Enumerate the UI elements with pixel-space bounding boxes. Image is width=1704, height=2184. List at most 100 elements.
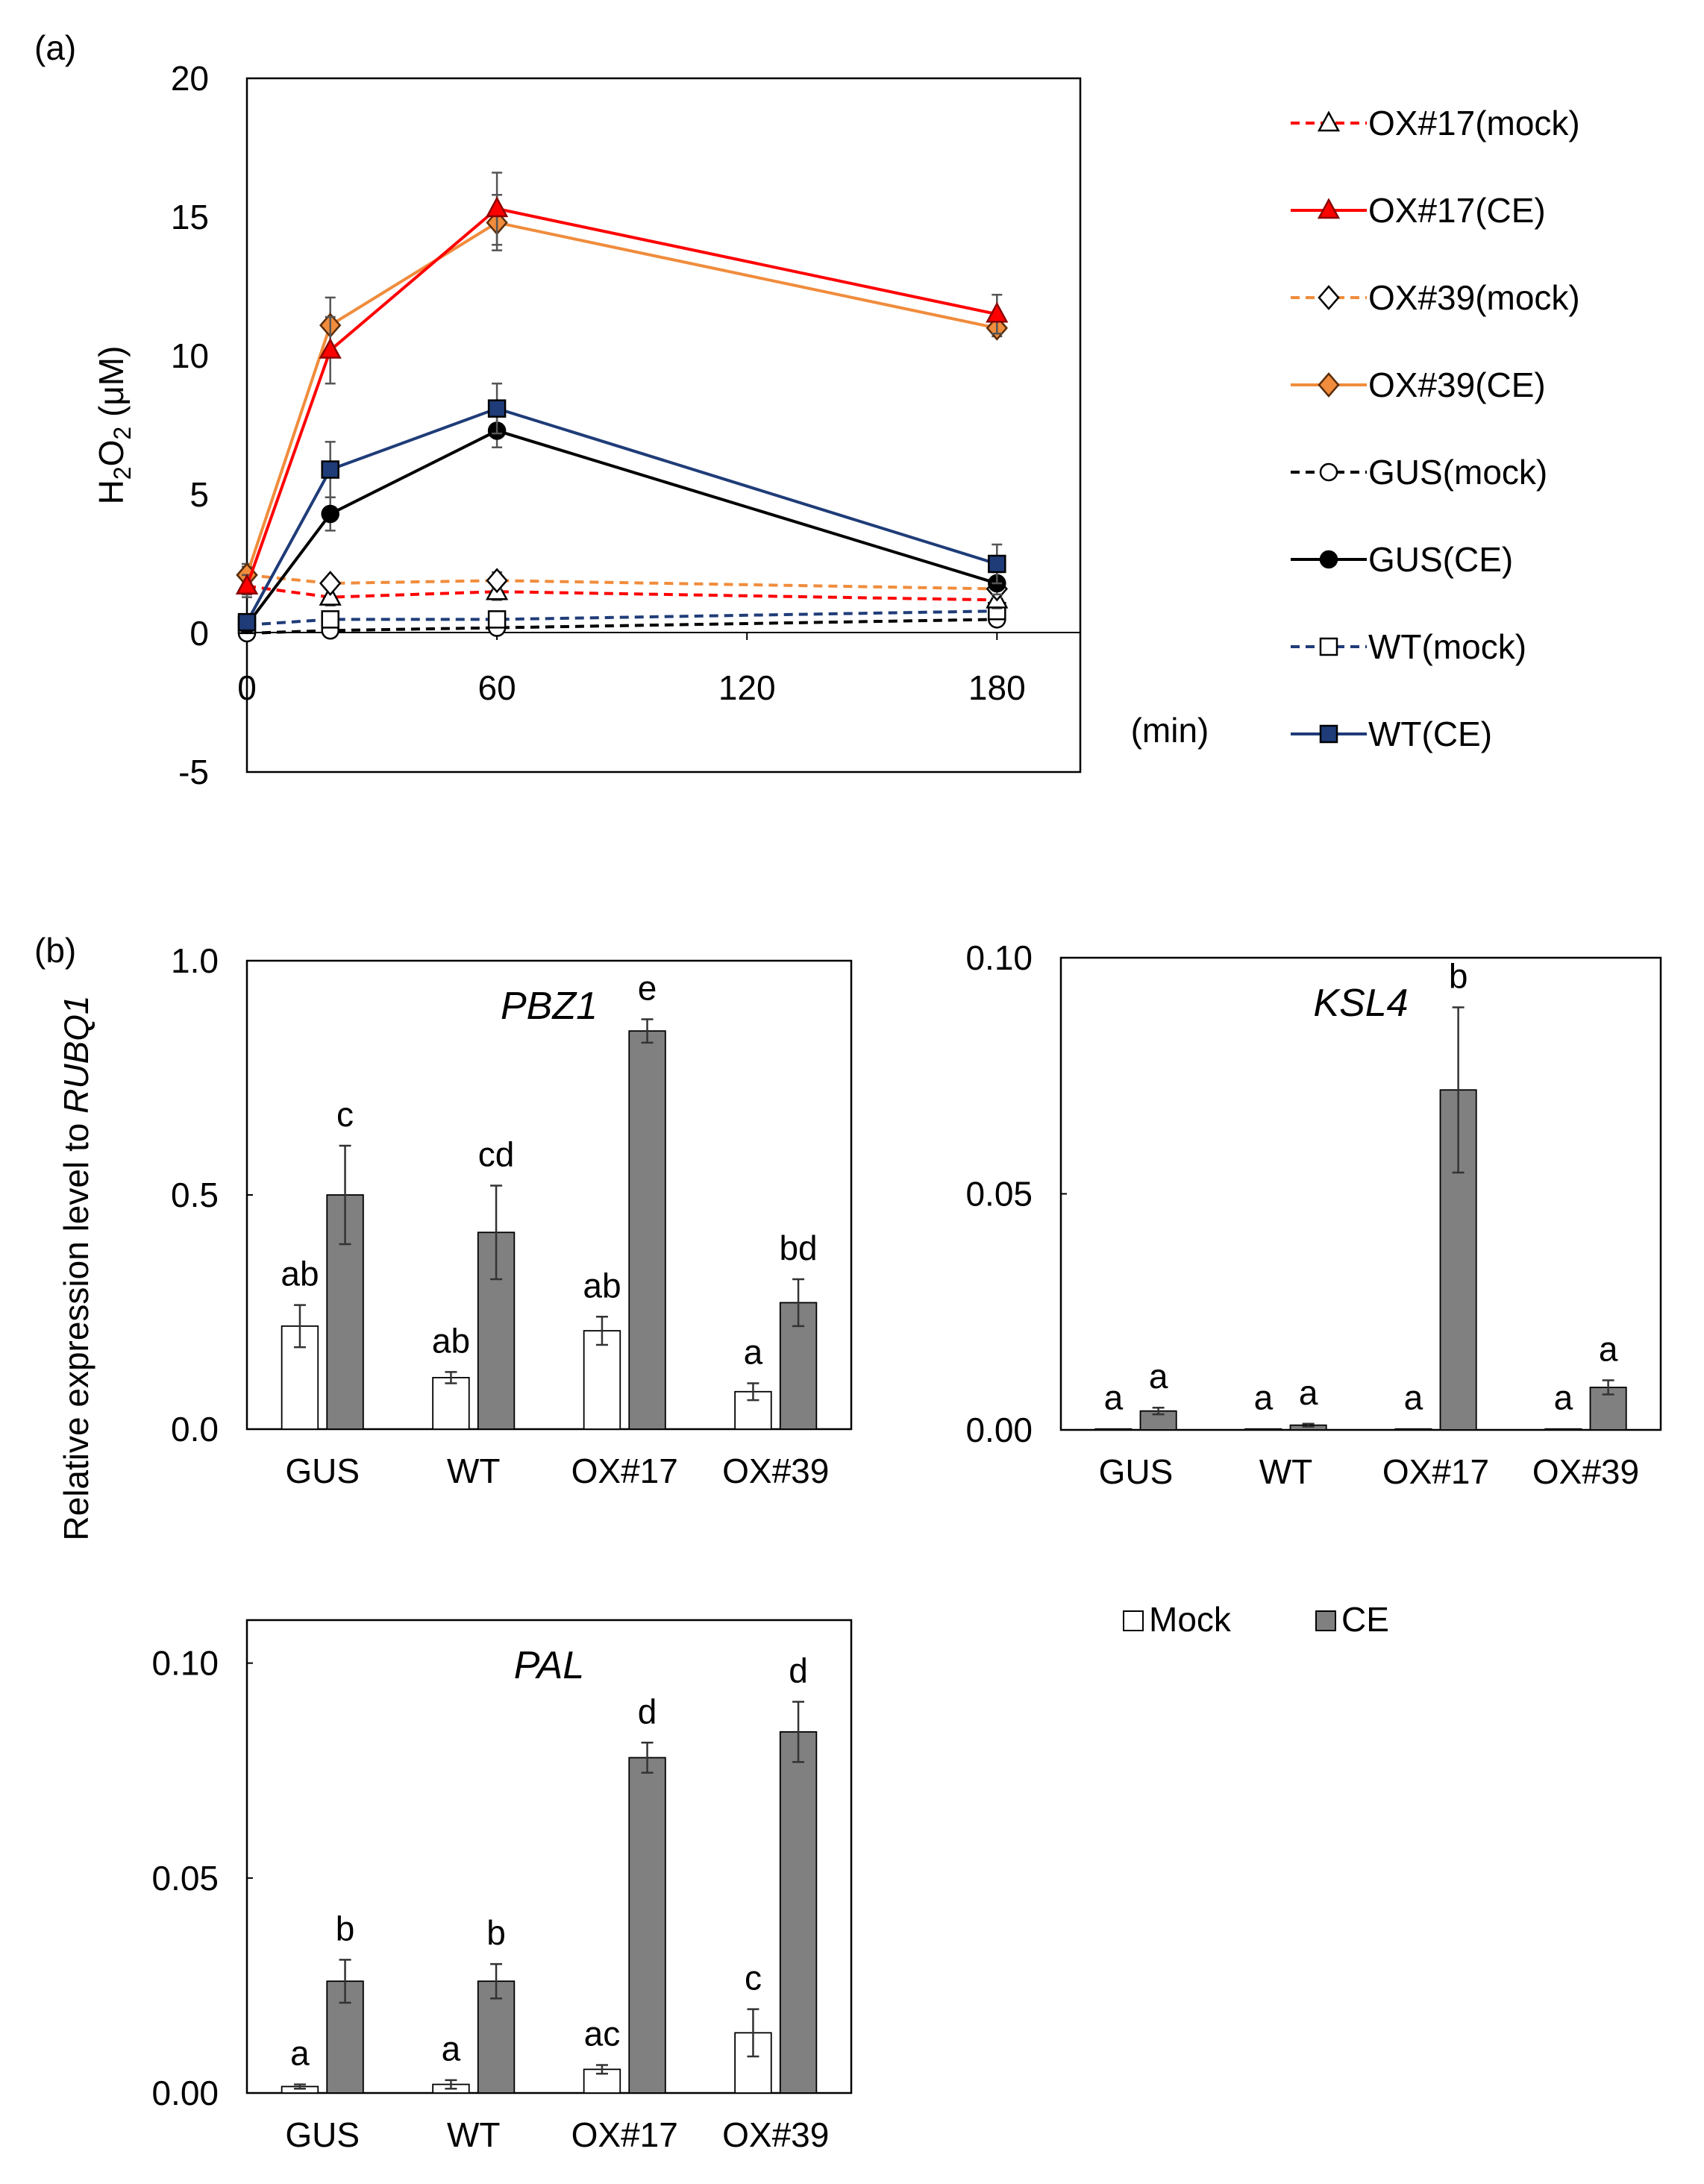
ksl4-significance-letter: b — [1449, 956, 1468, 995]
series-ox-17-mock — [235, 574, 1009, 609]
panel-label-a: (a) — [34, 28, 76, 67]
pbz1-y-tick-label: 1.0 — [171, 941, 219, 980]
pal-significance-letter: c — [745, 1959, 762, 1998]
series-wt-ce — [237, 382, 1006, 632]
ksl4-bar-mock-ox-39 — [1544, 1428, 1582, 1431]
legend-mock-swatch — [1123, 1610, 1144, 1631]
legend-item-wt-ce: WT(CE) — [1291, 715, 1492, 753]
pbz1-bar-mock-wt — [432, 1377, 470, 1430]
pbz1-bar-mock-ox-17 — [583, 1330, 621, 1430]
pal-title: PAL — [514, 1644, 584, 1687]
series-line-ox-17-mock — [246, 584, 997, 602]
legend-label: WT(CE) — [1368, 715, 1492, 753]
pal-y-tick-label: 0.00 — [151, 2074, 219, 2112]
legend-label: WT(mock) — [1368, 627, 1526, 666]
legend-ce-swatch — [1315, 1610, 1336, 1631]
series-ox-39-ce — [236, 193, 1008, 588]
ksl4-significance-letter: a — [1404, 1378, 1423, 1417]
legend-item-wt-mock: WT(mock) — [1291, 627, 1526, 666]
h2o2-x-tick-label: 180 — [968, 668, 1026, 707]
ksl4-significance-letter: a — [1554, 1378, 1573, 1417]
panel-label-b: (b) — [34, 931, 76, 970]
pal-x-tick-label: WT — [447, 2115, 501, 2154]
series-line-wt-mock — [246, 609, 997, 627]
legend-label: OX#17(mock) — [1368, 104, 1580, 142]
pal-plot-frame — [245, 1619, 853, 2094]
ksl4-x-tick-label: OX#39 — [1532, 1452, 1639, 1491]
ksl4-y-tick-label: 0.00 — [965, 1410, 1033, 1449]
pbz1-significance-letter: ab — [583, 1266, 621, 1305]
legend-marker — [1318, 285, 1340, 310]
legend-label: GUS(CE) — [1368, 540, 1513, 579]
pal-bar-ce-ox-39 — [779, 1730, 818, 2094]
pal-significance-letter: d — [638, 1692, 657, 1730]
pbz1-y-tick-label: 0.0 — [171, 1410, 219, 1449]
series-line-gus-ce — [245, 429, 997, 627]
pal-significance-letter: a — [442, 2030, 461, 2068]
pal-x-tick-label: GUS — [285, 2115, 360, 2154]
pbz1-significance-letter: cd — [478, 1135, 515, 1173]
data-point-ox-17-ce — [235, 574, 259, 595]
legend-mock-label: Mock — [1149, 1600, 1232, 1639]
pbz1-x-tick-label: OX#17 — [571, 1452, 678, 1490]
legend-marker — [1319, 724, 1338, 744]
data-point-ox-17-ce — [319, 337, 342, 359]
pbz1-significance-letter: a — [744, 1332, 763, 1371]
pbz1-y-tick-label: 0.5 — [171, 1176, 219, 1214]
pbz1-significance-letter: ab — [281, 1255, 319, 1293]
ksl4-bar-mock-wt — [1244, 1428, 1282, 1431]
pbz1-bar-ce-ox-17 — [628, 1030, 666, 1430]
legend-marker — [1319, 637, 1338, 656]
pal-significance-letter: a — [290, 2033, 310, 2072]
legend-item-ox-17-mock: OX#17(mock) — [1291, 104, 1580, 142]
series-line-ox-39-ce — [245, 221, 997, 576]
series-gus-mock — [237, 610, 1006, 643]
bar-legend: Mock CE — [1123, 1600, 1389, 1639]
h2o2-y-tick-label: -5 — [178, 753, 209, 791]
data-point-wt-ce — [237, 612, 257, 632]
pal-x-tick-label: OX#39 — [722, 2115, 829, 2154]
h2o2-x-unit: (min) — [1131, 711, 1209, 750]
series-line-ox-39-mock — [246, 573, 997, 591]
expression-y-axis-title: Relative expression level to RUBQ1 — [57, 995, 95, 1540]
ksl4-significance-letter: a — [1254, 1378, 1274, 1417]
legend-marker — [1319, 462, 1338, 482]
pal-y-tick-label: 0.10 — [151, 1644, 219, 1683]
pal-x-tick-label: OX#17 — [571, 2115, 678, 2154]
legend-item-ox-39-mock: OX#39(mock) — [1291, 278, 1580, 317]
data-point-ox-17-ce — [986, 301, 1009, 323]
series-line-ox-17-ce — [245, 207, 997, 587]
ksl4-significance-letter: a — [1299, 1373, 1318, 1412]
legend-marker — [1317, 198, 1341, 219]
h2o2-y-tick-label: 0 — [189, 614, 209, 653]
ksl4-bar-mock-gus — [1094, 1428, 1133, 1431]
series-line-wt-ce — [245, 407, 997, 624]
data-point-wt-ce — [321, 460, 339, 479]
data-point-wt-ce — [988, 554, 1006, 574]
data-point-wt-mock — [487, 610, 507, 629]
data-point-ox-17-ce — [486, 196, 509, 218]
h2o2-y-tick-label: 10 — [171, 336, 209, 375]
h2o2-line-chart: H2O2 (μM) (min) -5 0 5 10 15 20 0 60 120 180 OX#… — [92, 59, 1580, 791]
pbz1-x-tick-label: GUS — [285, 1452, 360, 1490]
ksl4-title: KSL4 — [1313, 982, 1408, 1025]
ksl4-x-tick-label: OX#17 — [1382, 1452, 1489, 1491]
legend-label: OX#17(CE) — [1368, 191, 1546, 230]
legend-item-gus-ce: GUS(CE) — [1291, 540, 1513, 579]
pbz1-significance-letter: c — [336, 1095, 354, 1134]
pbz1-title: PBZ1 — [501, 985, 598, 1028]
h2o2-x-tick-label: 120 — [718, 668, 776, 707]
legend-label: OX#39(CE) — [1368, 365, 1546, 404]
ksl4-bar-mock-ox-17 — [1394, 1428, 1432, 1431]
pal-significance-letter: b — [336, 1909, 355, 1948]
series-line-gus-mock — [246, 618, 997, 635]
h2o2-x-tick-label: 0 — [237, 668, 257, 707]
data-point-wt-mock — [321, 610, 339, 629]
ksl4-y-tick-label: 0.10 — [965, 938, 1033, 977]
pal-significance-letter: d — [789, 1651, 808, 1690]
ksl4-significance-letter: a — [1599, 1330, 1618, 1369]
legend-marker — [1318, 372, 1340, 398]
pal-bar-ce-ox-17 — [628, 1757, 666, 2094]
data-point-wt-ce — [487, 399, 507, 418]
ksl4-significance-letter: a — [1149, 1357, 1168, 1396]
